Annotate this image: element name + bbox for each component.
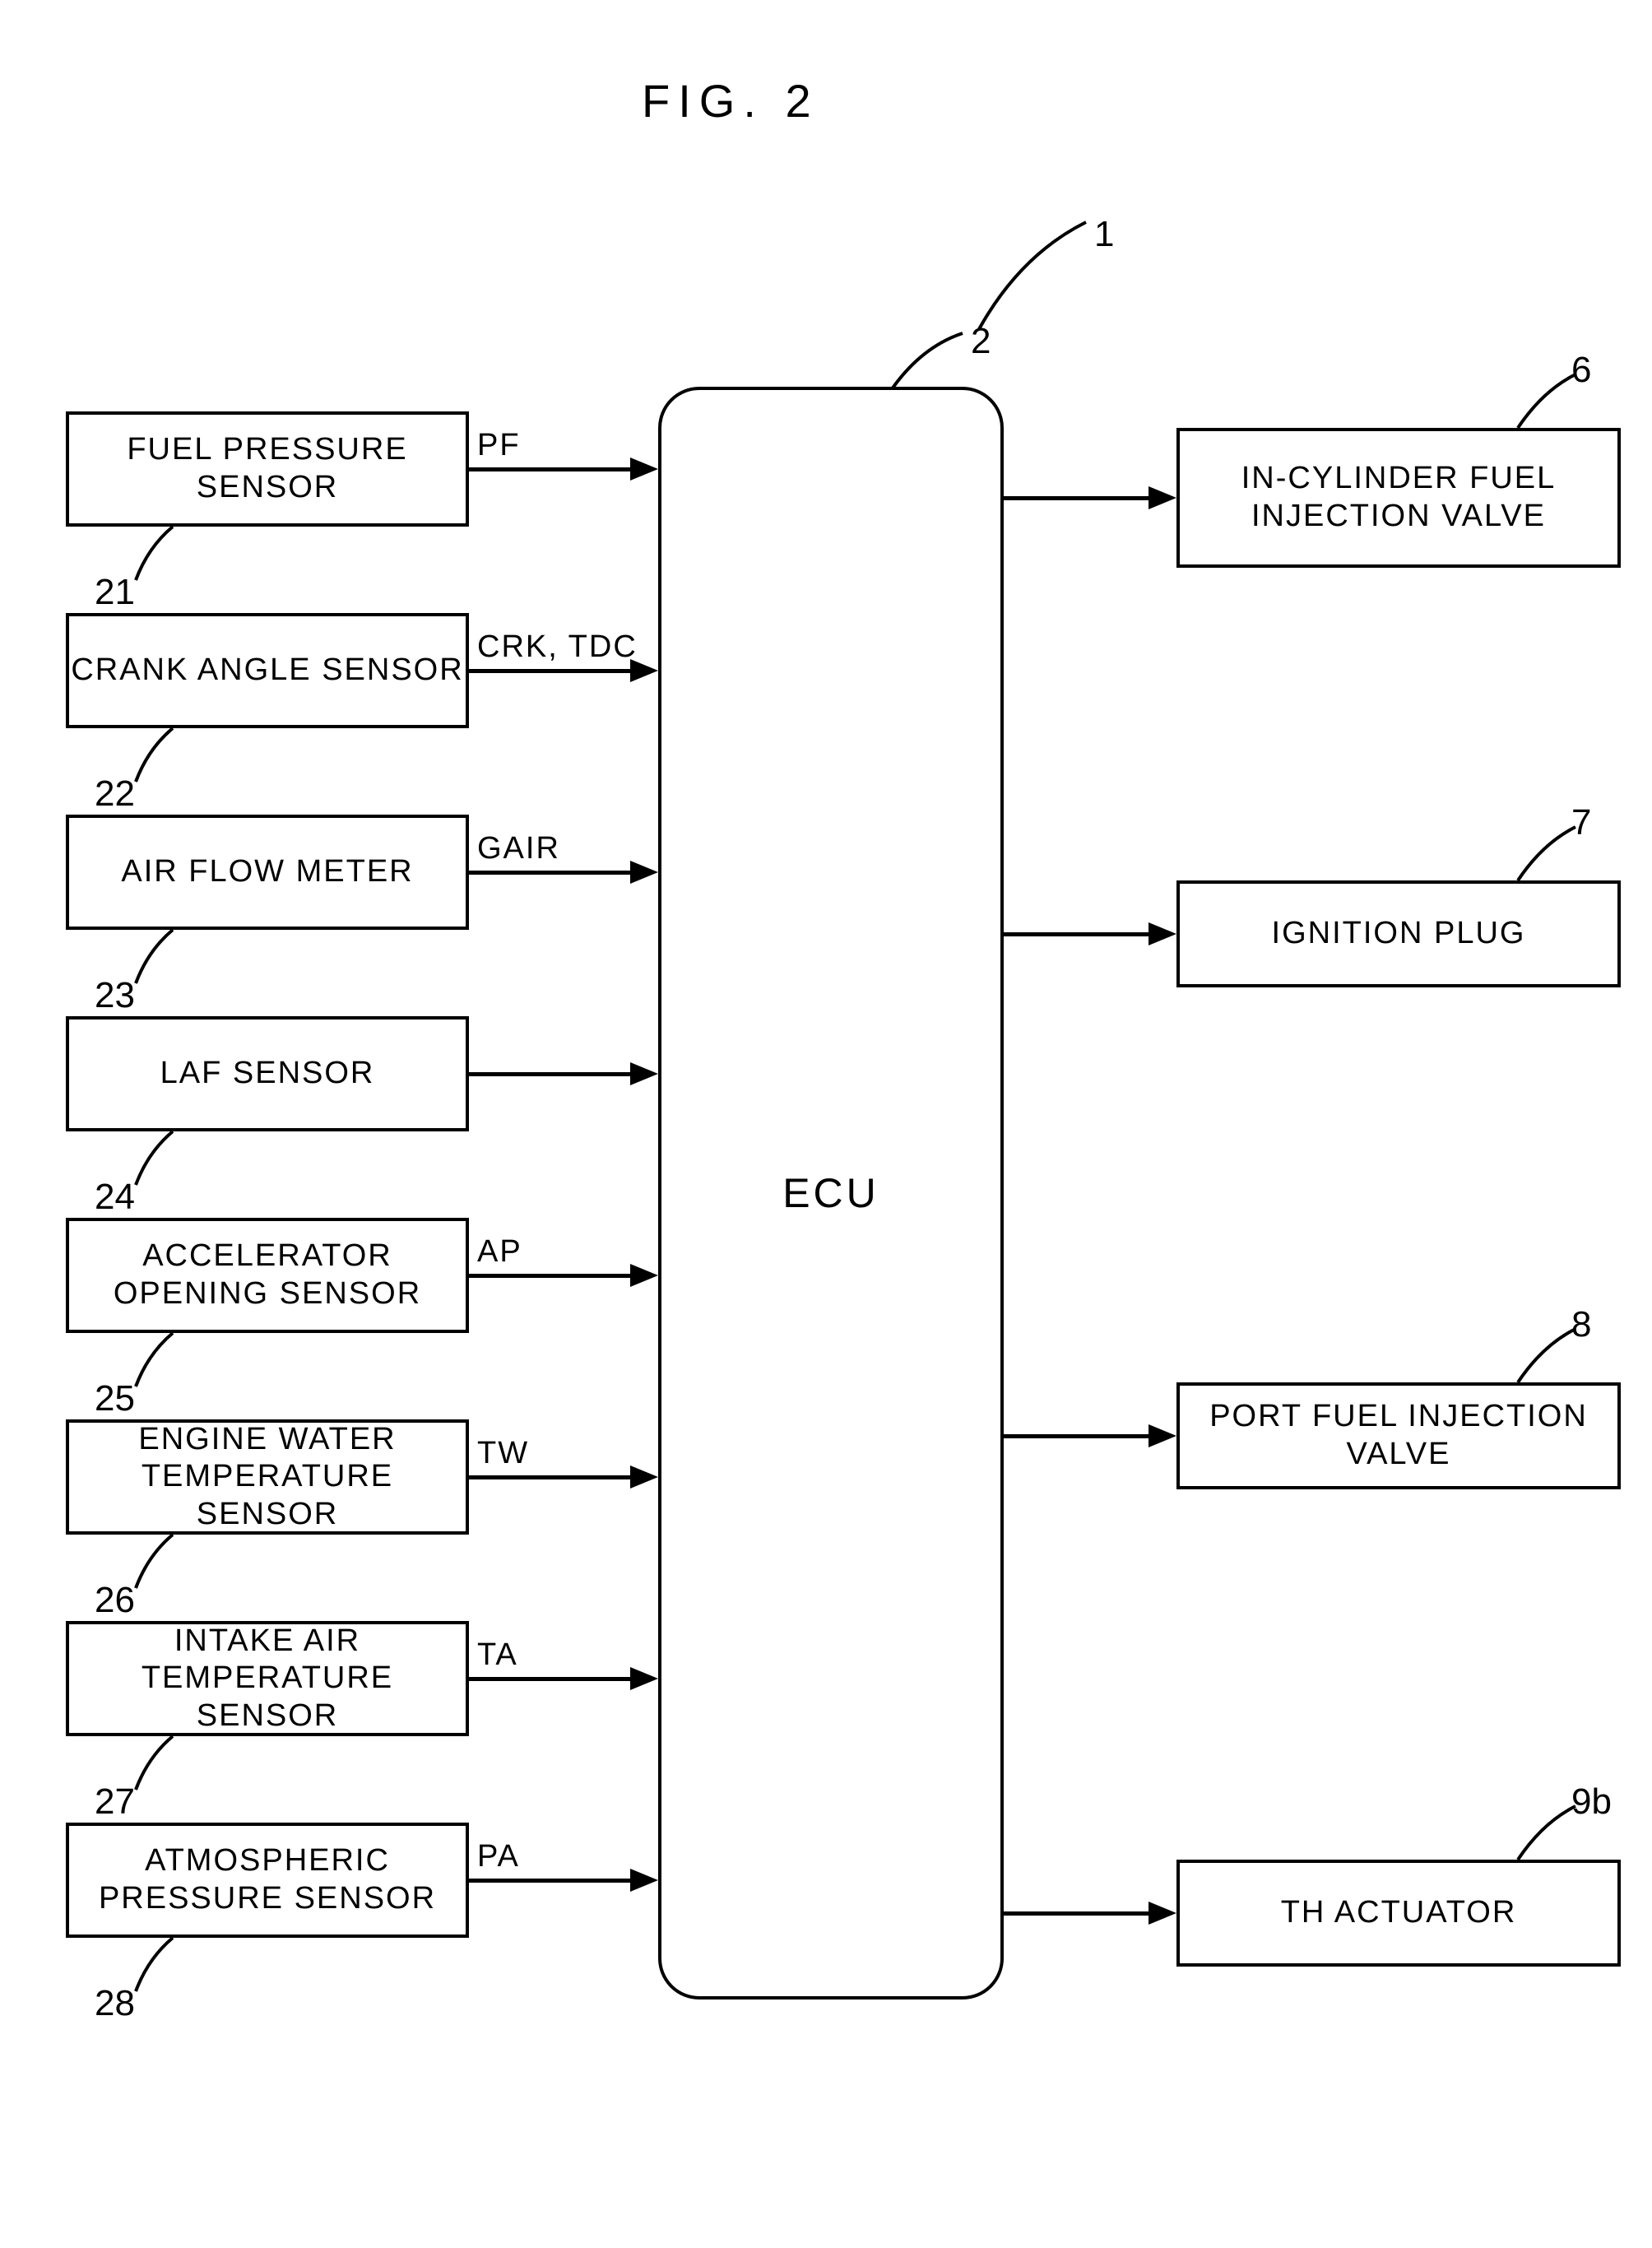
input-ref-label: 25	[95, 1378, 135, 1419]
input-signal-label: PF	[477, 428, 521, 463]
input-sensor-box: AIR FLOW METER	[66, 815, 469, 930]
input-arrow-line	[469, 669, 633, 673]
output-arrow-line	[1004, 496, 1152, 500]
output-arrow-line	[1004, 932, 1152, 936]
diagram-canvas: FIG. 2 1 2 ECU FUEL PRESSURE SENSORPF21C…	[0, 0, 1652, 2248]
input-ref-label: 23	[95, 975, 135, 1016]
input-sensor-box: INTAKE AIRTEMPERATURE SENSOR	[66, 1621, 469, 1736]
input-arrow-head	[630, 457, 658, 481]
input-arrow-head	[630, 1869, 658, 1892]
input-arrow-head	[630, 1062, 658, 1085]
input-ref-label: 28	[95, 1983, 135, 2024]
input-ref-leader	[132, 1127, 214, 1210]
input-arrow-line	[469, 1072, 633, 1076]
input-ref-label: 21	[95, 572, 135, 613]
input-ref-leader	[132, 926, 214, 1008]
input-ref-label: 26	[95, 1580, 135, 1621]
input-sensor-box: FUEL PRESSURE SENSOR	[66, 411, 469, 527]
input-signal-label: TW	[477, 1436, 529, 1471]
input-ref-leader	[132, 1329, 214, 1411]
output-ref-leader	[1514, 1325, 1613, 1407]
input-signal-label: PA	[477, 1839, 520, 1874]
input-signal-label: AP	[477, 1234, 522, 1270]
input-ref-leader	[132, 523, 214, 605]
input-sensor-box: ACCELERATOROPENING SENSOR	[66, 1218, 469, 1333]
input-ref-label: 22	[95, 773, 135, 815]
output-arrow-head	[1149, 922, 1176, 945]
input-signal-label: CRK, TDC	[477, 629, 638, 665]
input-sensor-box: CRANK ANGLE SENSOR	[66, 613, 469, 728]
input-ref-leader	[132, 1530, 214, 1613]
input-sensor-box: ENGINE WATERTEMPERATURE SENSOR	[66, 1419, 469, 1535]
output-arrow-head	[1149, 486, 1176, 509]
ecu-label: ECU	[782, 1169, 879, 1217]
output-arrow-head	[1149, 1902, 1176, 1925]
input-ref-leader	[132, 1934, 214, 2016]
input-ref-label: 24	[95, 1177, 135, 1218]
input-arrow-head	[630, 1465, 658, 1489]
input-sensor-box: ATMOSPHERICPRESSURE SENSOR	[66, 1823, 469, 1938]
ecu-block: ECU	[658, 387, 1004, 2000]
ref-overall-leader	[971, 206, 1135, 370]
output-ref-leader	[1514, 823, 1613, 905]
input-signal-label: GAIR	[477, 831, 560, 866]
input-arrow-head	[630, 861, 658, 884]
input-signal-label: TA	[477, 1637, 518, 1673]
input-arrow-line	[469, 1879, 633, 1883]
input-arrow-head	[630, 1667, 658, 1690]
input-ref-leader	[132, 1732, 214, 1814]
input-arrow-line	[469, 871, 633, 875]
output-ref-leader	[1514, 1802, 1613, 1884]
input-arrow-line	[469, 467, 633, 471]
input-arrow-line	[469, 1677, 633, 1681]
output-arrow-line	[1004, 1434, 1152, 1438]
input-arrow-line	[469, 1475, 633, 1479]
input-ref-label: 27	[95, 1781, 135, 1823]
figure-title: FIG. 2	[642, 74, 819, 128]
input-arrow-line	[469, 1274, 633, 1278]
input-sensor-box: LAF SENSOR	[66, 1016, 469, 1131]
input-ref-leader	[132, 724, 214, 806]
output-ref-leader	[1514, 370, 1613, 453]
output-arrow-line	[1004, 1911, 1152, 1916]
output-arrow-head	[1149, 1424, 1176, 1447]
input-arrow-head	[630, 1264, 658, 1287]
